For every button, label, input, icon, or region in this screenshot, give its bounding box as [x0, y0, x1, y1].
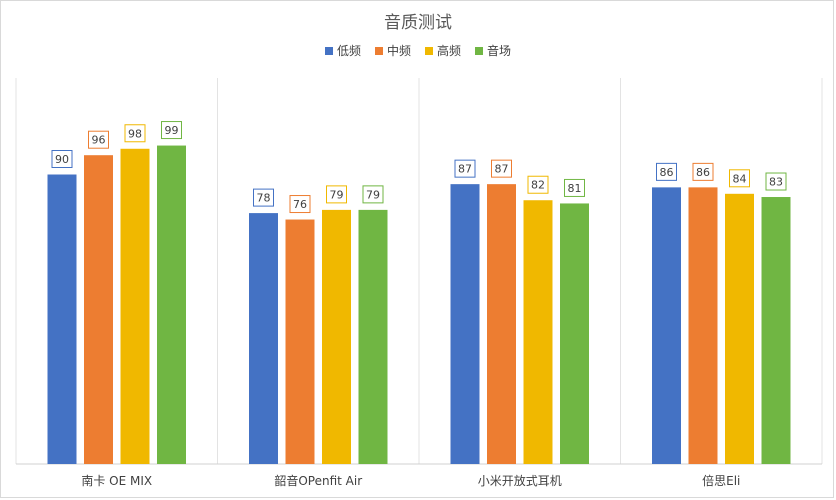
bar [450, 184, 480, 464]
data-label: 87 [458, 163, 472, 176]
legend-item-3: 音场 [475, 42, 511, 59]
legend-swatch [324, 46, 333, 55]
bar [761, 197, 791, 464]
bar [560, 203, 589, 464]
data-label-box [454, 159, 476, 178]
legend-item-2: 高频 [425, 42, 461, 59]
legend-label: 中频 [386, 44, 411, 58]
data-label: 78 [257, 192, 271, 205]
bar [688, 187, 718, 464]
data-label: 79 [366, 188, 380, 201]
data-label-box [362, 185, 384, 204]
bar [523, 200, 553, 464]
bar [285, 219, 315, 464]
bar [322, 209, 351, 464]
data-label-box [729, 169, 750, 188]
data-label: 99 [165, 124, 179, 137]
data-label-box [253, 188, 274, 207]
data-label-box [51, 150, 73, 168]
legend-label: 高频 [437, 44, 462, 58]
data-label: 81 [568, 182, 582, 195]
data-label: 96 [92, 134, 106, 147]
data-label-box [88, 130, 109, 149]
data-label: 79 [330, 188, 344, 201]
bar [84, 155, 113, 464]
bar [487, 184, 516, 464]
data-label-box [124, 124, 146, 143]
data-label: 83 [769, 176, 783, 189]
data-label: 87 [495, 163, 509, 176]
bar [120, 148, 150, 464]
data-label: 84 [733, 172, 747, 185]
data-label-box [161, 121, 182, 140]
legend-item-1: 中频 [374, 42, 411, 59]
data-label: 90 [55, 153, 69, 166]
data-label: 76 [293, 198, 307, 211]
data-label-box [491, 159, 512, 178]
x-tick-label: 小米开放式耳机 [478, 473, 562, 488]
data-label-box [692, 162, 714, 181]
chart-title: 音质测试 [384, 13, 452, 33]
chart-legend: 低频 中频 高频 音场 [0, 42, 836, 59]
data-label-box [765, 172, 787, 191]
legend-label: 音场 [487, 44, 512, 58]
bar [249, 213, 278, 464]
legend-label: 低频 [336, 44, 361, 58]
data-label-box [564, 178, 585, 197]
legend-item-0: 低频 [324, 42, 361, 59]
data-label: 86 [696, 166, 710, 179]
legend-swatch [374, 46, 383, 55]
data-label: 86 [660, 166, 674, 179]
data-label-box [326, 185, 347, 204]
legend-swatch [475, 46, 484, 55]
data-label: 98 [128, 127, 142, 140]
data-label-box [656, 162, 677, 181]
data-label-box [527, 175, 549, 194]
bar [157, 145, 186, 465]
data-label-box [289, 195, 311, 214]
x-tick-label: 南卡 OE MIX [81, 473, 152, 488]
x-tick-label: 倍思Eli [702, 473, 740, 488]
bar [47, 174, 77, 464]
x-tick-label: 韶音OPenfit Air [274, 473, 362, 488]
data-label: 82 [531, 179, 545, 192]
bar [652, 187, 681, 464]
legend-swatch [425, 46, 433, 55]
bar [358, 209, 388, 464]
bar [725, 193, 754, 465]
